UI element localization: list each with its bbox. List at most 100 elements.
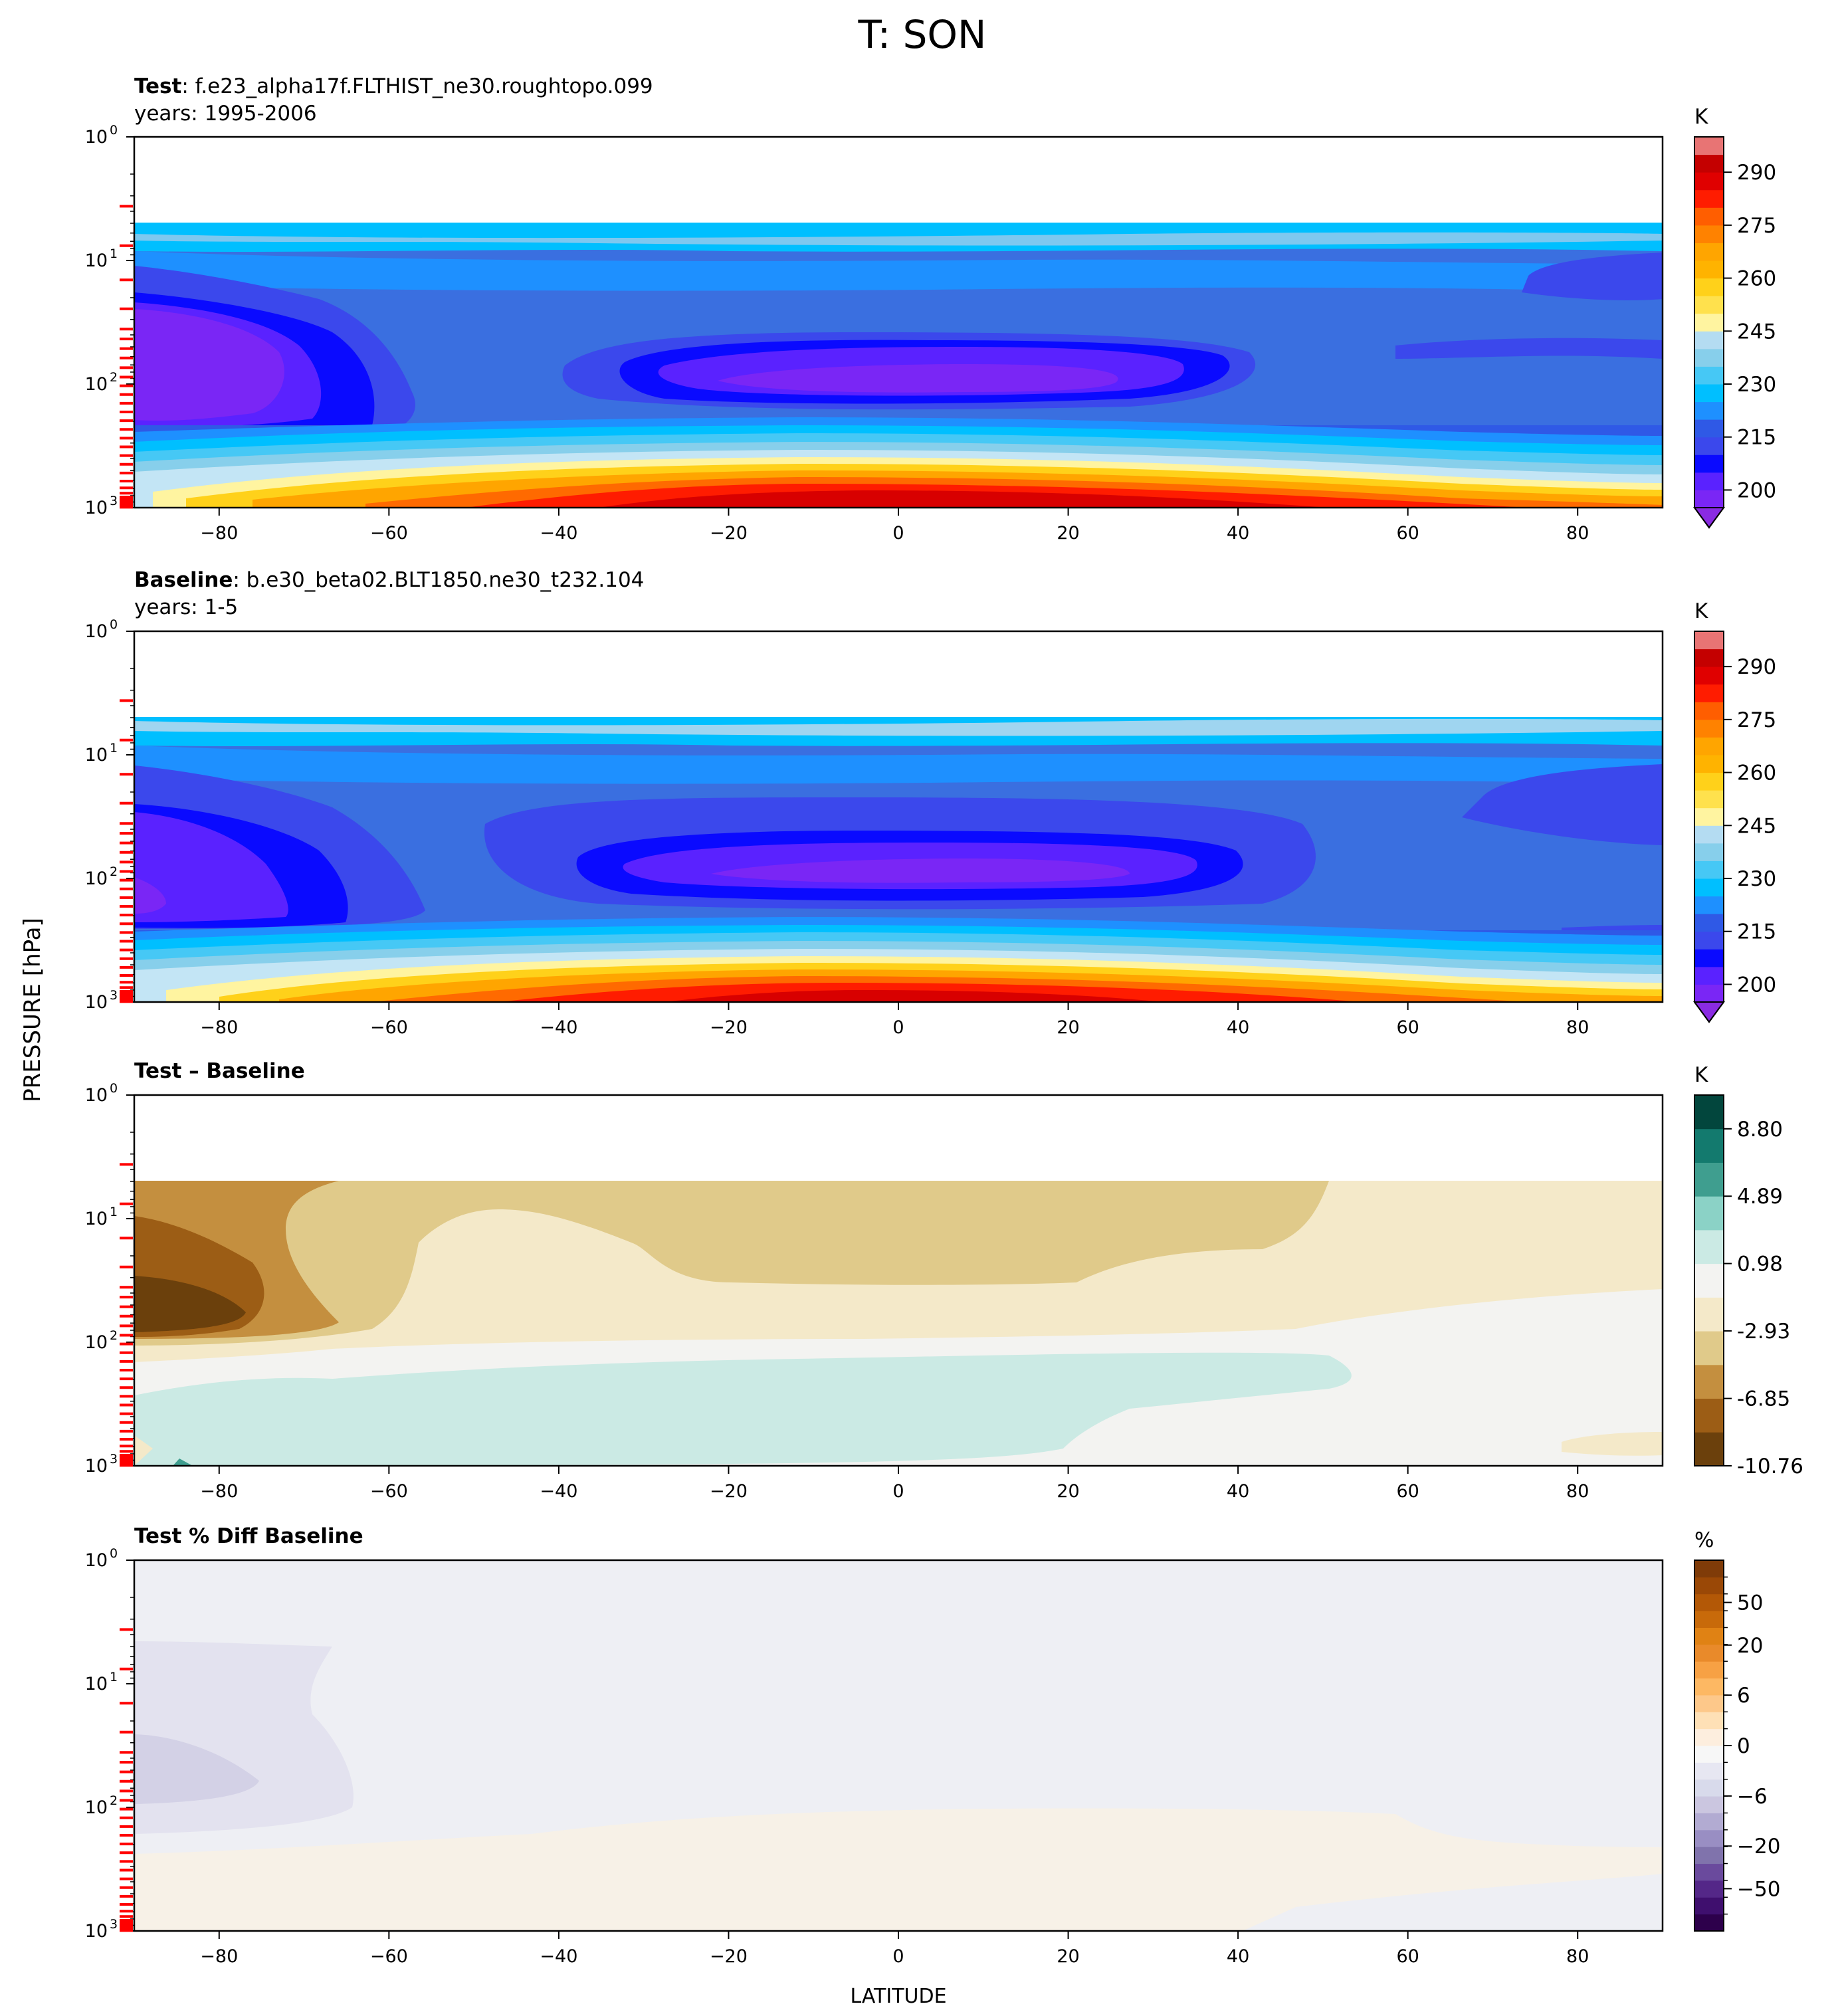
colorbar-swatch [1694,702,1724,720]
x-tick-label: −60 [370,1481,408,1502]
panel-title: Test % Diff Baseline [134,1524,363,1548]
colorbar-swatch [1694,1914,1724,1932]
y-tick-label: 10 [85,1332,108,1353]
panel-subtitle: years: 1995-2006 [134,102,317,126]
y-tick-exponent: 1 [110,1670,118,1684]
colorbar-swatch [1694,1095,1724,1130]
x-tick-label: 40 [1227,1017,1249,1038]
panel-baseline: Baseline: b.e30_beta02.BLT1850.ne30_t232… [133,568,1664,1003]
colorbar-tick-label: 260 [1737,761,1776,785]
colorbar-tick-label: 6 [1737,1684,1750,1708]
y-tick-label: 10 [85,992,108,1013]
y-tick-exponent: 3 [110,494,118,508]
colorbar-tick-label: −20 [1737,1835,1780,1859]
y-tick-exponent: 2 [110,1793,118,1808]
y-tick-label: 10 [85,498,108,518]
contour-field [134,631,1663,1002]
colorbar-swatch [1694,1863,1724,1881]
y-tick-label: 10 [85,1085,108,1106]
colorbar-swatch [1694,755,1724,773]
x-tick-label: 20 [1057,1481,1079,1502]
y-tick-exponent: 0 [110,1081,118,1096]
x-tick-label: 0 [892,523,904,544]
y-tick-exponent: 1 [110,741,118,756]
colorbar-tick-label: −50 [1737,1877,1780,1901]
colorbar-swatch [1694,649,1724,667]
y-tick-label: 10 [85,1797,108,1818]
contour-field [134,137,1663,508]
x-tick-label: −80 [200,1481,238,1502]
x-tick-label: 60 [1396,1017,1419,1038]
contour-field [134,1095,1663,1466]
colorbar-swatch [1694,843,1724,861]
colorbar-swatch [1694,719,1724,738]
colorbar-swatch [1694,1364,1724,1399]
colorbar-swatch [1694,1162,1724,1197]
y-tick-label: 10 [85,868,108,889]
panel-title: Baseline: b.e30_beta02.BLT1850.ne30_t232… [134,568,644,592]
contour-field [134,1560,1663,1931]
y-tick-exponent: 2 [110,370,118,385]
x-tick-label: 60 [1396,1946,1419,1967]
y-tick-label: 10 [85,1921,108,1942]
colorbar-swatch [1694,137,1724,155]
x-tick-label: −80 [200,523,238,544]
colorbar-swatch [1694,296,1724,314]
x-tick-label: 80 [1566,523,1589,544]
colorbar-swatch [1694,631,1724,650]
colorbar-swatch [1694,1297,1724,1332]
colorbar-swatch [1694,1331,1724,1365]
colorbar-tick-label: 8.80 [1737,1118,1783,1142]
colorbar-tick-label: 260 [1737,267,1776,291]
colorbar-tick-label: 290 [1737,655,1776,679]
x-tick-label: 20 [1057,523,1079,544]
colorbar-swatch [1694,384,1724,403]
colorbar-swatch [1694,1593,1724,1611]
colorbar-swatch [1694,490,1724,508]
y-tick-exponent: 3 [110,988,118,1003]
y-tick-label: 10 [85,127,108,148]
colorbar-swatch [1694,1398,1724,1433]
colorbar-tick-label: -10.76 [1737,1455,1803,1478]
x-tick-label: −40 [540,1017,577,1038]
colorbar-swatch [1694,1829,1724,1847]
colorbar-swatch [1694,472,1724,490]
colorbar-tick-label: 275 [1737,214,1776,238]
y-tick-exponent: 2 [110,1328,118,1343]
x-tick-label: −20 [710,1017,748,1038]
colorbar-tick-label: 245 [1737,814,1776,838]
y-tick-exponent: 1 [110,247,118,261]
x-tick-label: 20 [1057,1946,1079,1967]
colorbar-swatch [1694,737,1724,756]
colorbar-swatch [1694,807,1724,826]
colorbar-swatch [1694,1229,1724,1264]
colorbar-swatch [1694,1796,1724,1813]
colorbar-frame [1694,1094,1724,1466]
colorbar-tick-label: 200 [1737,973,1776,997]
x-tick-label: 40 [1227,523,1249,544]
colorbar-swatch [1694,437,1724,455]
colorbar-swatch [1694,172,1724,191]
colorbar-swatch [1694,790,1724,809]
colorbar-swatch [1694,914,1724,932]
colorbar-unit: K [1694,599,1708,623]
x-tick-label: −40 [540,1946,577,1967]
colorbar-swatch [1694,772,1724,791]
colorbar-swatch [1694,825,1724,844]
y-tick-exponent: 0 [110,617,118,632]
x-axis-label: LATITUDE [850,1985,946,2008]
x-tick-label: 80 [1566,1946,1589,1967]
x-tick-label: −80 [200,1017,238,1038]
colorbar-unit: K [1694,1063,1708,1087]
y-tick-label: 10 [85,1209,108,1229]
x-tick-label: −20 [710,1946,748,1967]
colorbar-swatch [1694,260,1724,279]
colorbar-swatch [1694,189,1724,208]
panel-pct: Test % Diff Baseline [133,1524,1664,1932]
y-tick-label: 10 [85,1456,108,1476]
x-tick-label: −60 [370,1946,408,1967]
x-tick-label: −20 [710,523,748,544]
colorbar-tick-label: 200 [1737,478,1776,502]
x-tick-label: 80 [1566,1481,1589,1502]
